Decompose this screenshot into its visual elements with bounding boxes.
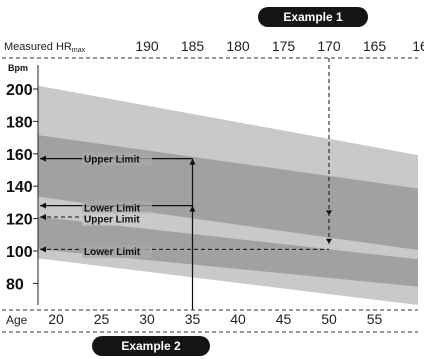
top-axis-label-sub: max <box>72 47 86 54</box>
top-axis-label-main: Measured HR <box>4 41 72 53</box>
y-axis: Bpm 200 180 160 140 120 100 80 <box>6 63 39 305</box>
example-2-arrow-upper <box>189 158 196 165</box>
y-tick-label: 80 <box>6 276 24 293</box>
example-2-badge-label: Example 2 <box>121 339 181 353</box>
example-1-arrow-lower <box>326 238 332 244</box>
annotation-label: Lower Limit <box>84 247 141 258</box>
annotation-backdrop <box>82 152 152 166</box>
x-tick-label: 35 <box>185 311 201 327</box>
top-tick-label: 180 <box>226 38 250 54</box>
example-1-upper-arrowhead <box>40 213 46 220</box>
x-tick-label: 50 <box>321 311 337 327</box>
top-axis: Measured HRmax 190 185 180 175 170 165 16 <box>2 38 424 59</box>
x-axis-label: Age <box>6 313 28 327</box>
y-tick-label: 140 <box>6 179 33 196</box>
example-2-badge: Example 2 <box>92 336 210 356</box>
annotation-backdrop <box>82 212 152 226</box>
example-1-lower-arrowhead <box>40 246 46 253</box>
top-axis-ticks: 190 185 180 175 170 165 16 <box>135 38 424 54</box>
x-tick-label: 55 <box>367 311 383 327</box>
x-axis: Age 20 25 30 35 40 45 50 55 <box>2 309 418 333</box>
example-2-badge-shape <box>92 336 210 356</box>
y-tick-label: 120 <box>6 212 33 229</box>
x-tick-label: 40 <box>230 311 246 327</box>
top-axis-label: Measured HRmax <box>4 41 86 54</box>
top-tick-label: 190 <box>135 38 159 54</box>
top-tick-label: 165 <box>363 38 387 54</box>
y-tick-label: 100 <box>6 244 33 261</box>
example-2-arrow-lower <box>189 205 196 212</box>
annotation-backdrop <box>82 201 152 215</box>
example-1-badge-shape <box>258 7 368 27</box>
zone-band-lower-zone <box>38 216 418 287</box>
y-tick-label: 160 <box>6 147 33 164</box>
example-1-arrow-upper <box>326 210 332 216</box>
top-tick-label: 175 <box>272 38 296 54</box>
x-tick-label: 30 <box>139 311 155 327</box>
example-1-badge: Example 1 <box>258 7 368 27</box>
zone-bands <box>38 85 418 306</box>
annotation-backdrop <box>82 245 152 258</box>
y-axis-unit: Bpm <box>8 63 28 73</box>
y-tick-label: 200 <box>6 82 33 99</box>
example-2-upper-arrowhead <box>40 155 46 162</box>
x-tick-label: 45 <box>276 311 292 327</box>
example-1-badge-label: Example 1 <box>283 10 343 24</box>
x-tick-label: 25 <box>94 311 110 327</box>
example-2-lower-arrowhead <box>40 202 46 209</box>
x-tick-label: 20 <box>48 311 64 327</box>
top-tick-label: 185 <box>181 38 205 54</box>
top-tick-label: 170 <box>317 38 341 54</box>
x-axis-ticks: 20 25 30 35 40 45 50 55 <box>48 311 382 327</box>
annotation-label: Upper Limit <box>84 215 140 226</box>
y-tick-label: 180 <box>6 114 33 131</box>
y-axis-ticks: 200 180 160 140 120 100 80 <box>6 82 38 293</box>
annotation-label: Lower Limit <box>84 203 141 214</box>
top-tick-label: 16 <box>412 38 424 54</box>
annotation-label: Upper Limit <box>84 155 140 166</box>
